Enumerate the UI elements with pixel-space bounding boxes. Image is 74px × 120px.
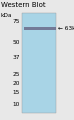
- Bar: [24, 27, 56, 30]
- Bar: [22, 13, 56, 113]
- Text: kDa: kDa: [1, 13, 12, 18]
- Text: ← 63kDa: ← 63kDa: [58, 26, 74, 31]
- Text: 37: 37: [13, 55, 20, 60]
- Text: 75: 75: [13, 19, 20, 24]
- Text: 20: 20: [13, 81, 20, 86]
- Text: 25: 25: [13, 72, 20, 78]
- Text: 50: 50: [13, 40, 20, 45]
- Text: 15: 15: [13, 90, 20, 96]
- Text: 10: 10: [13, 102, 20, 107]
- Text: Western Blot: Western Blot: [1, 2, 45, 8]
